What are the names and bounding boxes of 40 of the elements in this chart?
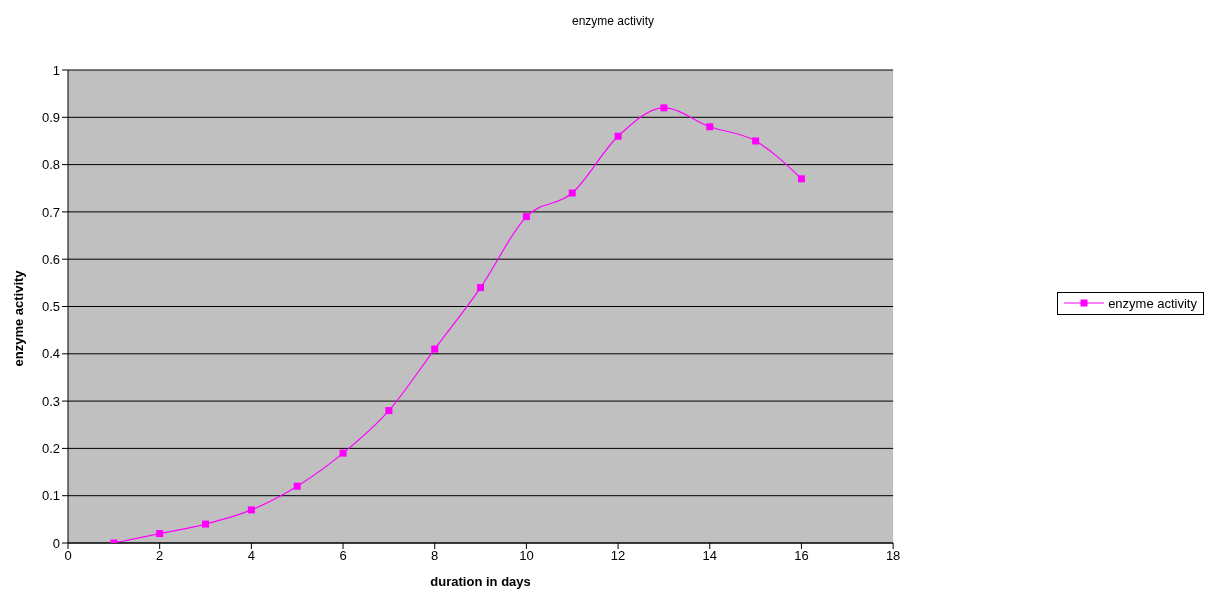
y-tick-label: 0.7 (41, 204, 60, 220)
point (293, 482, 301, 490)
point (752, 137, 760, 145)
point (660, 104, 668, 112)
x-axis-title: duration in days (430, 574, 531, 589)
chart-title: enzyme activity (571, 14, 655, 28)
y-tick-label: 0.9 (41, 109, 60, 125)
x-tick-label: 0 (64, 548, 72, 564)
point (156, 530, 164, 538)
y-axis-title: enzyme activity (10, 269, 26, 367)
y-tick-label: 0.8 (41, 157, 60, 173)
y-tick-label: 0.3 (41, 393, 60, 409)
y-tick-label: 0.5 (41, 299, 60, 315)
point (385, 407, 393, 415)
x-tick-label: 16 (794, 548, 809, 564)
point (706, 123, 714, 131)
point (477, 284, 485, 292)
x-tick-label: 18 (885, 548, 901, 564)
y-tick-label: 0.2 (41, 441, 60, 457)
point (247, 506, 255, 514)
y-tick-label: 0.1 (41, 488, 60, 504)
x-tick-label: 2 (156, 548, 164, 564)
x-tick-label: 12 (610, 548, 626, 564)
x-tick-label: 8 (431, 548, 439, 564)
x-tick-label: 6 (339, 548, 347, 564)
point (568, 189, 576, 197)
point (202, 520, 210, 528)
point (431, 345, 439, 353)
y-tick-label: 1 (52, 62, 60, 78)
y-tick-label: 0 (52, 535, 60, 551)
point (339, 449, 347, 457)
x-tick-label: 10 (519, 548, 534, 564)
point (614, 132, 622, 140)
y-tick-label: 0.6 (41, 251, 60, 267)
x-tick-label: 4 (247, 548, 255, 564)
y-tick-label: 0.4 (41, 346, 60, 362)
point (797, 175, 805, 183)
legend-label: enzyme activity (1108, 295, 1197, 311)
x-tick-label: 14 (702, 548, 717, 564)
point (522, 213, 530, 221)
